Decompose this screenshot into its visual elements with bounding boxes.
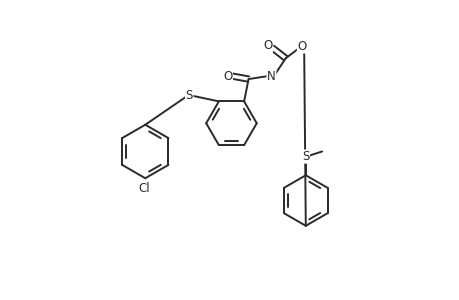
Text: O: O xyxy=(263,39,272,52)
Text: N: N xyxy=(267,70,275,83)
Text: O: O xyxy=(297,40,306,53)
Text: Cl: Cl xyxy=(138,182,149,195)
Text: O: O xyxy=(223,70,232,83)
Text: S: S xyxy=(302,150,309,163)
Text: S: S xyxy=(185,89,192,102)
